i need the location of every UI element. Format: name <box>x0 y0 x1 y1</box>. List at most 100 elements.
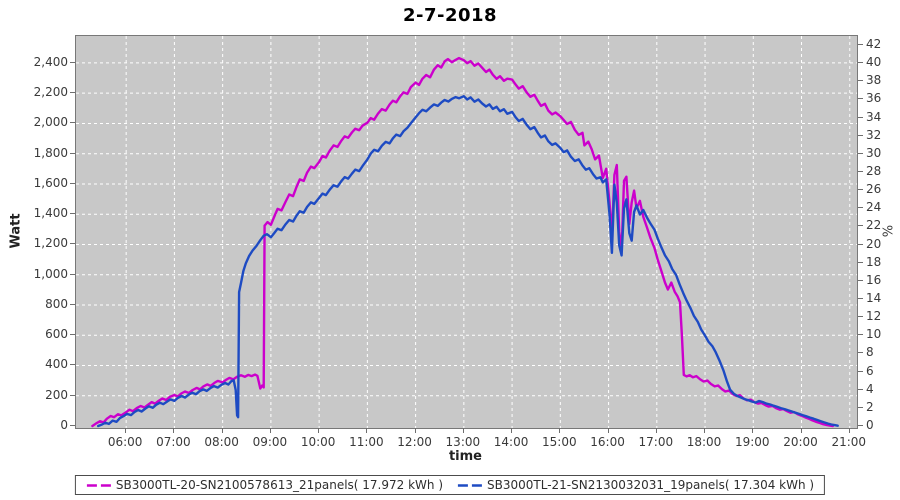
x-axis-tick <box>752 428 754 433</box>
chart-canvas <box>76 36 857 428</box>
y-axis-right-tick <box>858 243 863 245</box>
y-axis-right-tick-label: 40 <box>866 55 882 70</box>
x-axis-tick-label: 14:00 <box>493 435 529 449</box>
y-axis-right-tick-label: 28 <box>866 164 882 179</box>
y-axis-left-tick-label: 2,000 <box>33 115 68 130</box>
y-axis-right-tick-label: 26 <box>866 182 882 197</box>
y-axis-right-tick <box>858 352 863 354</box>
y-axis-left-tick <box>70 122 75 124</box>
y-axis-right-tick <box>858 207 863 209</box>
y-axis-left-tick-label: 800 <box>45 296 68 311</box>
x-axis-tick <box>462 428 464 433</box>
x-axis-tick <box>800 428 802 433</box>
y-axis-right-tick <box>858 134 863 136</box>
y-axis-left-tick-label: 2,200 <box>33 85 68 100</box>
y-axis-right-tick-label: 30 <box>866 145 882 160</box>
y-axis-left-tick <box>70 364 75 366</box>
y-axis-right-tick <box>858 388 863 390</box>
y-axis-left-tick <box>70 92 75 94</box>
y-axis-right-tick <box>858 116 863 118</box>
y-axis-left-tick <box>70 152 75 154</box>
y-axis-left-tick <box>70 61 75 63</box>
x-axis-tick-label: 08:00 <box>204 435 239 449</box>
x-axis-tick <box>318 428 320 433</box>
y-axis-right-tick <box>858 334 863 336</box>
x-axis-tick-label: 16:00 <box>590 435 625 449</box>
y-axis-left-tick-label: 1,600 <box>33 175 68 190</box>
x-axis-tick-label: 20:00 <box>783 435 818 449</box>
x-axis-tick <box>607 428 609 433</box>
x-axis-tick <box>125 428 127 433</box>
legend: SB3000TL-20-SN2100578613_21panels( 17.97… <box>74 475 826 495</box>
magenta-line-swatch <box>86 483 111 487</box>
y-axis-right-tick <box>858 189 863 191</box>
legend-item-inverter-20: SB3000TL-20-SN2100578613_21panels( 17.97… <box>86 478 443 492</box>
y-axis-left-tick-label: 0 <box>60 418 68 432</box>
y-axis-left-tick-label: 1,800 <box>33 145 68 160</box>
y-axis-right-tick <box>858 406 863 408</box>
y-axis-right-tick-label: 20 <box>866 236 882 251</box>
x-axis-tick-label: 11:00 <box>349 435 384 449</box>
x-axis-tick <box>511 428 513 433</box>
blue-line-swatch <box>458 483 482 487</box>
y-axis-left-tick-label: 600 <box>45 327 68 342</box>
y-axis-left-tick <box>70 273 75 275</box>
y-axis-right-tick-label: 38 <box>866 73 882 88</box>
x-axis-tick-label: 06:00 <box>107 435 143 449</box>
y-axis-right-tick-label: 42 <box>866 37 882 52</box>
legend-label-inverter-21: SB3000TL-21-SN2130032031_19panels( 17.30… <box>487 478 815 492</box>
x-axis-tick <box>704 428 706 433</box>
x-axis-tick-label: 18:00 <box>686 435 722 449</box>
x-axis-tick <box>366 428 368 433</box>
y-axis-left-tick <box>70 425 75 426</box>
x-axis-tick <box>655 428 657 433</box>
y-axis-right-tick <box>858 98 863 100</box>
series-line-0 <box>91 56 835 428</box>
x-axis-tick-label: 07:00 <box>156 435 191 449</box>
y-axis-right-tick-label: 16 <box>866 272 882 287</box>
x-axis-tick <box>559 428 561 433</box>
y-axis-right-tick-label: 8 <box>866 345 874 360</box>
y-axis-right-tick-label: 6 <box>866 363 874 378</box>
x-axis-tick <box>414 428 416 433</box>
y-axis-right-tick-label: 10 <box>866 327 882 342</box>
x-axis-tick-label: 13:00 <box>445 435 481 449</box>
y-axis-right-tick-label: 18 <box>866 254 882 269</box>
y-axis-right-tick-label: 12 <box>866 309 882 324</box>
plot-area <box>75 35 858 429</box>
x-axis-tick <box>269 428 271 433</box>
y-axis-right-tick-label: 4 <box>866 381 874 396</box>
y-axis-left-tick <box>70 213 75 215</box>
x-axis-tick <box>221 428 223 433</box>
y-axis-right-tick <box>858 80 863 82</box>
y-axis-left-tick-label: 200 <box>45 387 68 402</box>
y-axis-left-tick-label: 400 <box>45 357 68 372</box>
y-axis-right-tick-label: 14 <box>866 291 882 306</box>
y-axis-right-tick <box>858 316 863 318</box>
y-axis-right-tick <box>858 171 863 173</box>
y-axis-left-tick <box>70 303 75 305</box>
x-axis-tick-label: 21:00 <box>831 435 867 449</box>
y-axis-right-tick <box>858 425 863 426</box>
y-axis-right-tick-label: 32 <box>866 127 882 142</box>
x-axis-tick-label: 10:00 <box>300 435 336 449</box>
x-axis-tick-label: 17:00 <box>638 435 674 449</box>
y-axis-left-tick-label: 1,000 <box>33 266 68 281</box>
y-axis-right-tick-label: 34 <box>866 109 882 124</box>
y-axis-right-tick-label: 24 <box>866 200 882 215</box>
y-axis-left-tick-label: 1,200 <box>33 236 68 251</box>
legend-item-inverter-21: SB3000TL-21-SN2130032031_19panels( 17.30… <box>457 478 814 492</box>
y-axis-right-tick-label: 22 <box>866 218 882 233</box>
y-axis-left-tick <box>70 182 75 184</box>
y-axis-right-tick <box>858 62 863 64</box>
y-axis-right-tick <box>858 279 863 281</box>
y-axis-right-tick <box>858 152 863 154</box>
y-axis-right-tick <box>858 225 863 227</box>
y-axis-right-tick <box>858 261 863 263</box>
x-axis-tick <box>173 428 175 433</box>
y-axis-right-tick-label: 36 <box>866 91 882 106</box>
y-axis-right-tick-label: 2 <box>866 399 874 414</box>
x-axis-title: time <box>448 449 483 464</box>
y-axis-left-tick <box>70 334 75 336</box>
page-title: 2-7-2018 <box>402 5 498 26</box>
